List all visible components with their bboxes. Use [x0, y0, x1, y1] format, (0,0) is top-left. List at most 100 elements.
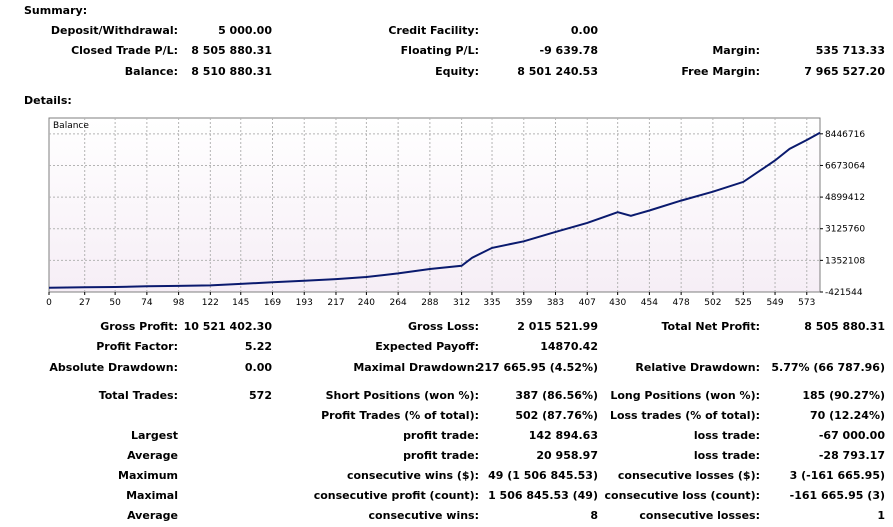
- abs-drawdown-value: 0.00: [244, 361, 272, 374]
- rel-drawdown-label: Relative Drawdown:: [635, 361, 760, 374]
- y-tick-label: -421544: [825, 288, 863, 298]
- y-tick-label: 4899412: [825, 193, 865, 203]
- total-trades-value: 572: [249, 389, 272, 402]
- balance-value: 8 510 880.31: [191, 65, 272, 78]
- x-tick-label: 288: [421, 298, 438, 308]
- gross-loss-label: Gross Loss:: [408, 320, 479, 333]
- y-tick-label: 6673064: [825, 161, 865, 171]
- x-tick-labels: 0 27 50 74 98 122 145 169 193 217 240 264 288 312 335 3…: [46, 298, 815, 308]
- maximum-label: Maximum: [118, 469, 178, 482]
- max-wins-label: consecutive wins ($):: [346, 469, 479, 482]
- avg-profit-label: profit trade:: [403, 449, 479, 462]
- x-tick-label: 525: [735, 298, 752, 308]
- x-tick-label: 217: [327, 298, 344, 308]
- y-tick-label: 3125760: [825, 225, 865, 235]
- short-positions-value: 387 (86.56%): [515, 389, 598, 402]
- free-margin-label: Free Margin:: [681, 65, 760, 78]
- avg-wins-value: 8: [590, 509, 598, 522]
- x-tick-label: 169: [264, 298, 281, 308]
- balance-line: [48, 131, 821, 289]
- profit-trades-label: Profit Trades (% of total):: [321, 409, 479, 422]
- x-tick-label: 359: [515, 298, 532, 308]
- largest-profit-label: profit trade:: [403, 429, 479, 442]
- long-positions-label: Long Positions (won %):: [610, 389, 760, 402]
- total-trades-label: Total Trades:: [98, 389, 178, 402]
- credit-label: Credit Facility:: [388, 24, 479, 37]
- rel-drawdown-value: 5.77% (66 787.96): [771, 361, 885, 374]
- x-tick-label: 454: [641, 298, 658, 308]
- gross-profit-label: Gross Profit:: [100, 320, 178, 333]
- avg-loss-label: loss trade:: [693, 449, 760, 462]
- y-tick-label: 8446716: [825, 130, 865, 140]
- summary-heading: Summary:: [24, 4, 88, 17]
- chart-title: Balance: [53, 121, 89, 131]
- avg-losses-label: consecutive losses:: [639, 509, 760, 522]
- x-tick-label: 0: [46, 298, 52, 308]
- max-drawdown-value: 217 665.95 (4.52%): [476, 361, 598, 374]
- abs-drawdown-label: Absolute Drawdown:: [49, 361, 178, 374]
- margin-label: Margin:: [712, 44, 760, 57]
- max-drawdown-label: Maximal Drawdown:: [353, 361, 479, 374]
- balance-label: Balance:: [124, 65, 178, 78]
- largest-loss-value: -67 000.00: [818, 429, 885, 442]
- x-tick-label: 240: [358, 298, 375, 308]
- equity-label: Equity:: [435, 65, 479, 78]
- margin-value: 535 713.33: [815, 44, 885, 57]
- loss-trades-value: 70 (12.24%): [809, 409, 885, 422]
- deposit-value: 5 000.00: [218, 24, 272, 37]
- x-tick-label: 98: [173, 298, 185, 308]
- x-tick-label: 573: [798, 298, 815, 308]
- avg-wins-label: consecutive wins:: [368, 509, 479, 522]
- average-label: Average: [127, 449, 178, 462]
- credit-value: 0.00: [570, 24, 598, 37]
- x-tick-label: 50: [109, 298, 121, 308]
- max-losses-value: 3 (-161 665.95): [789, 469, 885, 482]
- gross-profit-value: 10 521 402.30: [183, 320, 272, 333]
- details-heading: Details:: [24, 94, 72, 107]
- maximal-profit-label: consecutive profit (count):: [313, 489, 479, 502]
- expected-payoff-label: Expected Payoff:: [375, 340, 479, 353]
- profit-factor-label: Profit Factor:: [96, 340, 178, 353]
- closed-pl-label: Closed Trade P/L:: [71, 44, 178, 57]
- long-positions-value: 185 (90.27%): [802, 389, 885, 402]
- closed-pl-value: 8 505 880.31: [191, 44, 272, 57]
- equity-value: 8 501 240.53: [517, 65, 598, 78]
- x-tick-label: 478: [673, 298, 690, 308]
- maximal-loss-label: consecutive loss (count):: [604, 489, 760, 502]
- x-tick-label: 122: [202, 298, 219, 308]
- avg-profit-value: 20 958.97: [536, 449, 598, 462]
- maximal-profit-value: 1 506 845.53 (49): [488, 489, 598, 502]
- gross-loss-value: 2 015 521.99: [517, 320, 598, 333]
- loss-trades-label: Loss trades (% of total):: [609, 409, 760, 422]
- y-tick-label: 1352108: [825, 256, 865, 266]
- x-tick-label: 193: [296, 298, 313, 308]
- x-tick-label: 407: [579, 298, 596, 308]
- avg-loss-value: -28 793.17: [818, 449, 885, 462]
- x-tick-label: 74: [141, 298, 153, 308]
- max-wins-value: 49 (1 506 845.53): [488, 469, 598, 482]
- x-tick-label: 145: [232, 298, 249, 308]
- x-tick-label: 264: [390, 298, 407, 308]
- expected-payoff-value: 14870.42: [540, 340, 598, 353]
- largest-label: Largest: [131, 429, 178, 442]
- maximal-loss-value: -161 665.95 (3): [789, 489, 885, 502]
- free-margin-value: 7 965 527.20: [804, 65, 885, 78]
- max-losses-label: consecutive losses ($):: [617, 469, 760, 482]
- floating-pl-label: Floating P/L:: [400, 44, 479, 57]
- y-tick-labels: -421544 1352108 3125760 4899412 6673064 84467…: [825, 130, 865, 298]
- avg-losses-value: 1: [877, 509, 885, 522]
- x-tick-label: 502: [704, 298, 721, 308]
- average2-label: Average: [127, 509, 178, 522]
- balance-chart: 0 27 50 74 98 122 145 169 193 217 240 264 288 312 335 3…: [46, 117, 865, 308]
- net-profit-label: Total Net Profit:: [661, 320, 761, 333]
- largest-profit-value: 142 894.63: [528, 429, 598, 442]
- largest-loss-label: loss trade:: [693, 429, 760, 442]
- net-profit-value: 8 505 880.31: [804, 320, 885, 333]
- x-tick-label: 549: [766, 298, 783, 308]
- deposit-label: Deposit/Withdrawal:: [50, 24, 178, 37]
- chart-plot-area: [48, 117, 821, 293]
- x-tick-label: 383: [547, 298, 564, 308]
- x-tick-label: 335: [483, 298, 500, 308]
- profit-trades-value: 502 (87.76%): [515, 409, 598, 422]
- profit-factor-value: 5.22: [244, 340, 272, 353]
